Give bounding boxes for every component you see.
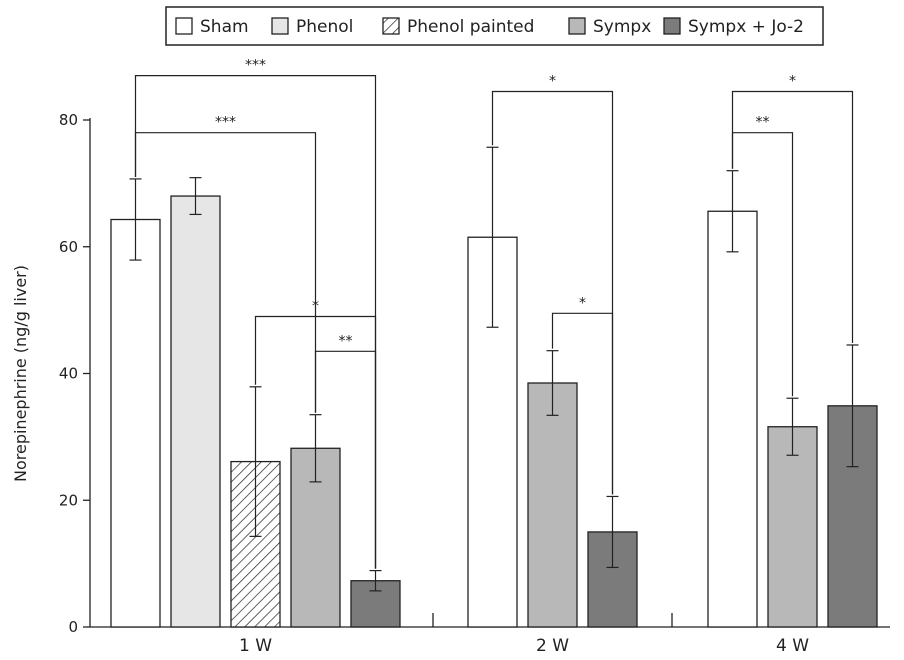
- error-bar: [846, 344, 859, 468]
- significance-brackets: **************: [134, 58, 854, 569]
- significance-bracket: **: [731, 115, 794, 397]
- bracket-line: [491, 90, 614, 495]
- x-category-label: 1 W: [239, 636, 272, 656]
- bar: [767, 426, 818, 628]
- error-bar: [546, 350, 559, 416]
- y-tick-label: 20: [59, 491, 78, 509]
- significance-bracket: *: [551, 295, 614, 495]
- legend-label: Sham: [200, 17, 249, 37]
- y-axis-title: Norepinephrine (ng/g liver): [11, 265, 30, 482]
- x-category-label: 4 W: [776, 636, 809, 656]
- significance-bracket: **: [314, 333, 377, 569]
- significance-label: *: [312, 298, 319, 314]
- legend-label: Phenol: [296, 17, 353, 37]
- error-bar: [369, 569, 382, 592]
- error-bar: [726, 170, 739, 253]
- bar: [170, 195, 221, 628]
- bracket-line: [314, 350, 377, 569]
- significance-bracket: *: [731, 73, 854, 343]
- bars: [110, 146, 878, 628]
- legend-swatch: [382, 17, 400, 35]
- significance-bracket: ***: [134, 115, 317, 413]
- legend-label: Sympx: [593, 17, 651, 37]
- bracket-line: [551, 312, 614, 495]
- bracket-line: [731, 132, 794, 397]
- error-bar: [309, 414, 322, 483]
- legend-label: Phenol painted: [407, 17, 534, 37]
- significance-label: *: [549, 73, 556, 89]
- legend-swatch: [271, 17, 289, 35]
- y-tick-label: 60: [59, 238, 78, 256]
- y-tick-label: 0: [68, 618, 78, 636]
- error-bar: [786, 397, 799, 456]
- significance-label: **: [756, 115, 770, 131]
- x-category-label: 2 W: [536, 636, 569, 656]
- legend-swatch: [175, 17, 193, 35]
- error-bar: [249, 386, 262, 537]
- error-bar: [189, 177, 202, 216]
- bracket-line: [731, 90, 854, 343]
- legend-label: Sympx + Jo-2: [688, 17, 804, 37]
- bar: [707, 210, 758, 628]
- bar: [110, 218, 161, 628]
- significance-label: ***: [245, 58, 266, 74]
- error-bar: [129, 178, 142, 261]
- legend: Sham Phenol Phenol painted Sympx Sympx + Jo-…: [165, 6, 824, 46]
- legend-swatch: [568, 17, 586, 35]
- bar: [527, 382, 578, 628]
- y-tick-label: 40: [59, 365, 78, 383]
- error-bar: [606, 495, 619, 569]
- significance-label: **: [339, 333, 353, 349]
- significance-label: *: [579, 295, 586, 311]
- significance-bracket: *: [491, 73, 614, 495]
- bracket-line: [134, 132, 317, 413]
- error-bar: [486, 146, 499, 328]
- axes: 0 20 40 60 80 Norepinephrine (ng/g liver) 1 W 2…: [11, 111, 890, 656]
- legend-swatch: [663, 17, 681, 35]
- significance-label: ***: [215, 115, 236, 131]
- y-tick-label: 80: [59, 111, 78, 129]
- significance-label: *: [789, 73, 796, 89]
- bar: [230, 460, 281, 628]
